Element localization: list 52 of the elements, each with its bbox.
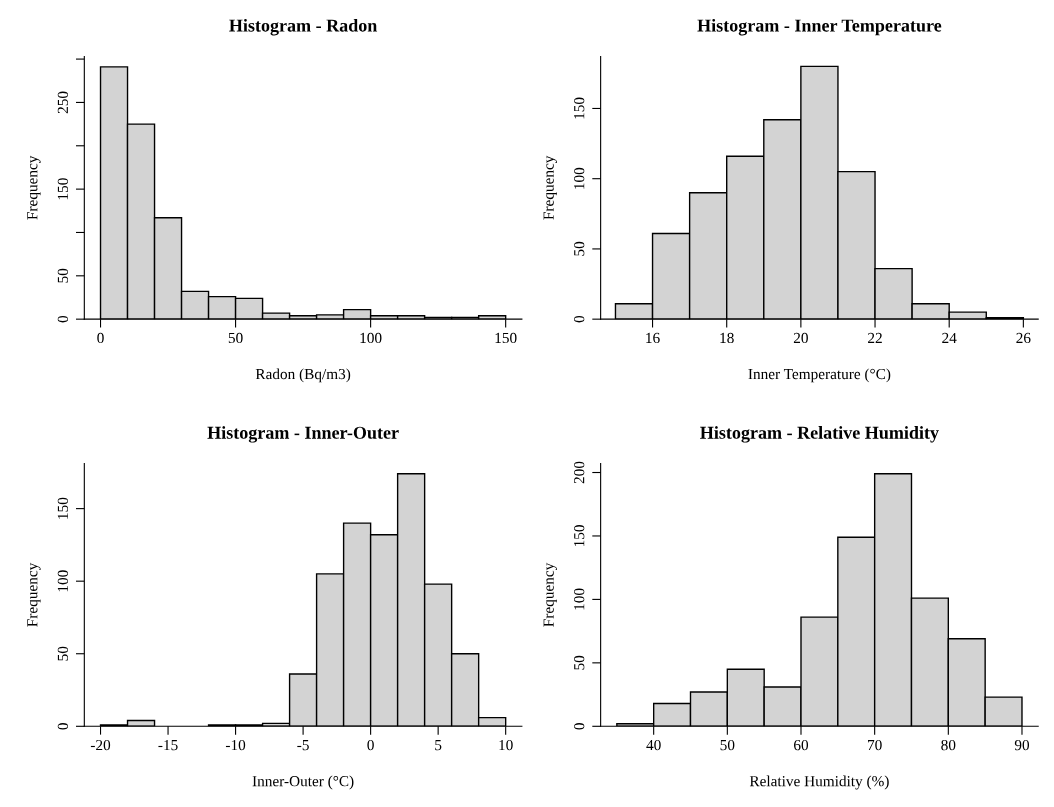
x-tick-label: 20 <box>793 332 808 344</box>
y-axis-title: Frequency <box>27 562 41 627</box>
chart-title: Histogram - Inner Temperature <box>697 18 942 36</box>
x-axis-title: Inner Temperature (°C) <box>748 368 891 383</box>
x-tick-label: -15 <box>158 740 178 751</box>
x-tick-label: 70 <box>868 739 882 751</box>
x-tick-label: 16 <box>646 332 660 344</box>
x-tick-label: 90 <box>1014 739 1030 751</box>
x-tick-label: 100 <box>360 332 382 344</box>
y-tick-label: 50 <box>57 268 69 283</box>
y-tick-label: 150 <box>574 525 585 547</box>
x-tick-label: 150 <box>495 332 517 344</box>
y-tick-label: 200 <box>574 461 585 484</box>
x-tick-label: -5 <box>297 740 309 751</box>
x-tick-label: 24 <box>942 332 957 343</box>
x-tick-label: 26 <box>1016 332 1031 344</box>
y-tick-label: 150 <box>57 497 69 519</box>
x-tick-label: 0 <box>97 332 104 344</box>
y-axis-title: Frequency <box>543 562 557 627</box>
chart-title: Histogram - Relative Humidity <box>700 426 939 443</box>
x-tick-label: 5 <box>435 740 442 751</box>
y-tick-label: 100 <box>574 588 585 610</box>
x-axis-title: Relative Humidity (%) <box>749 775 889 790</box>
y-axis-title: Frequency <box>543 155 557 220</box>
x-tick-label: 10 <box>499 739 513 751</box>
y-tick-label: 0 <box>57 723 69 730</box>
y-tick-label: 100 <box>57 570 69 592</box>
y-tick-label: 150 <box>57 178 69 200</box>
y-tick-label: 50 <box>574 655 585 670</box>
y-tick-label: 50 <box>574 241 585 256</box>
y-axis-title: Frequency <box>27 155 41 220</box>
x-axis-title: Radon (Bq/m3) <box>255 368 351 383</box>
y-tick-label: 250 <box>57 91 69 114</box>
y-tick-label: 0 <box>57 315 69 323</box>
x-tick-label: 50 <box>720 739 735 751</box>
x-tick-label: 50 <box>228 332 243 344</box>
x-tick-label: 22 <box>868 332 882 343</box>
y-tick-label: 150 <box>574 97 585 119</box>
x-tick-label: 0 <box>367 739 374 751</box>
x-tick-label: -20 <box>90 739 111 751</box>
x-axis-title: Inner-Outer (°C) <box>252 775 354 790</box>
y-tick-label: 0 <box>574 315 585 323</box>
x-tick-label: 40 <box>646 739 661 751</box>
y-tick-label: 0 <box>574 723 585 730</box>
x-tick-label: 60 <box>794 739 809 751</box>
y-tick-label: 50 <box>57 646 69 661</box>
x-tick-label: 18 <box>720 332 734 344</box>
chart-title: Histogram - Radon <box>229 18 378 36</box>
y-tick-label: 100 <box>574 167 585 189</box>
chart-title: Histogram - Inner-Outer <box>207 426 399 443</box>
x-tick-label: -10 <box>225 739 246 751</box>
x-tick-label: 80 <box>941 739 956 751</box>
